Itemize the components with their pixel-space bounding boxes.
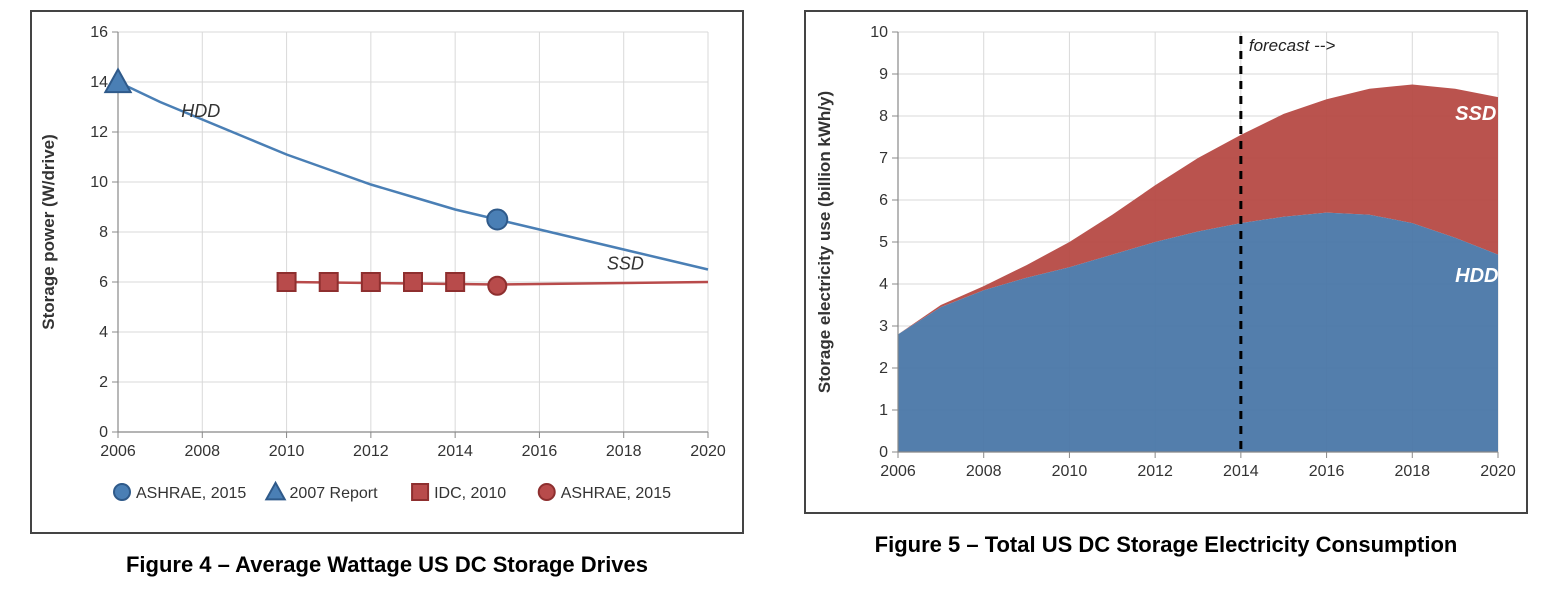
- y-tick-label: 2: [99, 374, 108, 391]
- y-tick-label: 6: [879, 192, 888, 209]
- y-tick-label: 14: [90, 74, 108, 91]
- x-tick-label: 2020: [1480, 463, 1516, 480]
- y-tick-label: 8: [879, 108, 888, 125]
- legend-label-report_triangle: 2007 Report: [290, 485, 379, 502]
- legend-label-ashrae_circle_blue: ASHRAE, 2015: [136, 485, 246, 502]
- legend-label-ashrae_circle_red: ASHRAE, 2015: [561, 485, 671, 502]
- x-tick-label: 2014: [1223, 463, 1259, 480]
- marker-2007-report: [105, 69, 130, 92]
- figure5-svg: 0 1 2 3 4 5 6 7 8 9 10 2006 2008 2010 2012 2014 2016 2018…: [806, 12, 1526, 512]
- y-tick-label: 4: [879, 276, 888, 293]
- x-tick-label: 2012: [353, 443, 389, 460]
- x-tick-label: 2014: [437, 443, 473, 460]
- x-tick-label: 2018: [606, 443, 642, 460]
- x-tick-label: 2006: [880, 463, 916, 480]
- marker-idc-square: [446, 273, 464, 291]
- y-tick-label: 6: [99, 274, 108, 291]
- area-hdd: [898, 213, 1498, 452]
- legend-label-idc_squares: IDC, 2010: [434, 485, 506, 502]
- y-tick-label: 2: [879, 360, 888, 377]
- legend-marker-idc_squares: [412, 484, 428, 500]
- y-tick-label: 0: [99, 424, 108, 441]
- annotation-ssd_label: SSD: [1455, 103, 1496, 125]
- y-axis-label: Storage power (W/drive): [39, 134, 58, 330]
- marker-ashrae-blue: [487, 210, 507, 230]
- marker-idc-square: [362, 273, 380, 291]
- x-tick-label: 2006: [100, 443, 136, 460]
- marker-idc-square: [320, 273, 338, 291]
- legend-marker-ashrae_circle_blue: [114, 484, 130, 500]
- marker-idc-square: [278, 273, 296, 291]
- x-tick-label: 2018: [1394, 463, 1430, 480]
- marker-idc-square: [404, 273, 422, 291]
- marker-ashrae-red: [488, 277, 506, 295]
- x-tick-label: 2010: [269, 443, 305, 460]
- annotation-ssd_label: SSD: [607, 254, 644, 274]
- x-tick-label: 2010: [1052, 463, 1088, 480]
- y-tick-label: 4: [99, 324, 108, 341]
- x-tick-label: 2012: [1137, 463, 1173, 480]
- figure5-caption: Figure 5 – Total US DC Storage Electrici…: [875, 532, 1458, 558]
- x-tick-label: 2016: [1309, 463, 1345, 480]
- y-axis-label: Storage electricity use (billion kWh/y): [815, 91, 834, 393]
- x-tick-label: 2020: [690, 443, 726, 460]
- figure5-panel: 0 1 2 3 4 5 6 7 8 9 10 2006 2008 2010 2012 2014 2016 2018…: [804, 10, 1528, 598]
- y-tick-label: 3: [879, 318, 888, 335]
- annotation-hdd_label: HDD: [1455, 265, 1498, 287]
- y-tick-label: 12: [90, 124, 108, 141]
- y-tick-label: 5: [879, 234, 888, 251]
- y-tick-label: 10: [870, 24, 888, 41]
- y-tick-label: 9: [879, 66, 888, 83]
- x-tick-label: 2008: [184, 443, 220, 460]
- x-tick-label: 2016: [522, 443, 558, 460]
- figure4-svg: 0 2 4 6 8 10 12 14 16 2006 2008 2010 2012 2014 2016 201…: [32, 12, 742, 532]
- y-tick-label: 7: [879, 150, 888, 167]
- legend-marker-ashrae_circle_red: [539, 484, 555, 500]
- legend-marker-report_triangle: [266, 483, 284, 500]
- figure4-chart-box: 0 2 4 6 8 10 12 14 16 2006 2008 2010 2012 2014 2016 201…: [30, 10, 744, 534]
- forecast-label: forecast -->: [1249, 36, 1336, 55]
- y-tick-label: 0: [879, 444, 888, 461]
- figure5-chart-box: 0 1 2 3 4 5 6 7 8 9 10 2006 2008 2010 2012 2014 2016 2018…: [804, 10, 1528, 514]
- y-tick-label: 16: [90, 24, 108, 41]
- y-tick-label: 1: [879, 402, 888, 419]
- figure4-caption: Figure 4 – Average Wattage US DC Storage…: [126, 552, 648, 578]
- figure4-panel: 0 2 4 6 8 10 12 14 16 2006 2008 2010 2012 2014 2016 201…: [30, 10, 744, 598]
- y-tick-label: 8: [99, 224, 108, 241]
- y-tick-label: 10: [90, 174, 108, 191]
- x-tick-label: 2008: [966, 463, 1002, 480]
- annotation-hdd_label: HDD: [181, 101, 220, 121]
- figure-row: 0246810121416200620082010201220142016201…: [0, 0, 1555, 608]
